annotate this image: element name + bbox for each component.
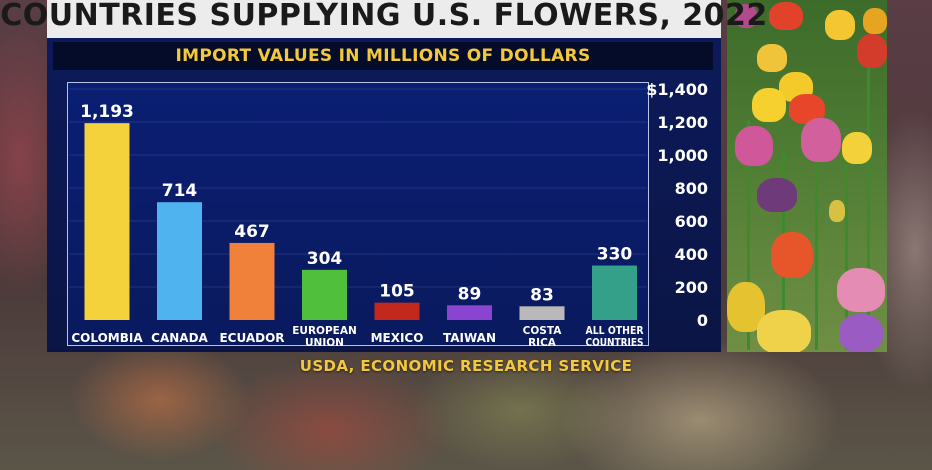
bar bbox=[447, 305, 492, 320]
bar bbox=[592, 265, 637, 320]
data-label: 714 bbox=[162, 181, 198, 201]
data-label: 89 bbox=[458, 284, 482, 304]
y-tick-label: 1,000 bbox=[657, 146, 708, 165]
data-label: 1,193 bbox=[80, 102, 134, 122]
category-label: COUNTRIES bbox=[586, 337, 644, 349]
data-label: 330 bbox=[597, 245, 633, 265]
category-label: COSTA bbox=[523, 325, 563, 337]
data-label: 83 bbox=[530, 285, 554, 305]
category-label: UNION bbox=[305, 337, 344, 349]
subtitle-bar: IMPORT VALUES IN MILLIONS OF DOLLARS bbox=[53, 42, 713, 70]
bar-chart: 0 200 400 600 800 1,000 1,200 $1,400 1,193 COLOMB… bbox=[69, 80, 708, 349]
category-label: EUROPEAN bbox=[292, 325, 357, 337]
bar bbox=[374, 302, 420, 320]
title-bar: COUNTRIES SUPPLYING U.S. FLOWERS, 2022 bbox=[0, 0, 767, 38]
category-label: ECUADOR bbox=[219, 331, 284, 345]
chart-panel: IMPORT VALUES IN MILLIONS OF DOLLARS 0 20… bbox=[47, 38, 721, 352]
y-tick-label: 600 bbox=[675, 212, 708, 231]
bar bbox=[519, 306, 565, 320]
y-tick-label: 800 bbox=[675, 179, 708, 198]
tulip-photo bbox=[727, 0, 887, 352]
y-tick-label: 0 bbox=[697, 311, 708, 330]
category-label: TAIWAN bbox=[443, 331, 496, 345]
y-tick-label: 400 bbox=[675, 245, 708, 264]
category-label: COLOMBIA bbox=[71, 331, 143, 345]
bar bbox=[157, 202, 202, 320]
data-label: 304 bbox=[307, 249, 343, 269]
bar bbox=[302, 269, 347, 320]
data-label: 105 bbox=[379, 282, 415, 302]
chart-subtitle: IMPORT VALUES IN MILLIONS OF DOLLARS bbox=[175, 46, 591, 66]
category-label: CANADA bbox=[151, 331, 208, 345]
source-credit: USDA, ECONOMIC RESEARCH SERVICE bbox=[299, 357, 633, 375]
chart-title: COUNTRIES SUPPLYING U.S. FLOWERS, 2022 bbox=[0, 0, 768, 33]
bar bbox=[84, 123, 130, 320]
category-label: MEXICO bbox=[371, 331, 424, 345]
category-label: RICA bbox=[528, 337, 557, 349]
data-label: 467 bbox=[234, 222, 270, 242]
bar bbox=[229, 242, 275, 320]
y-tick-label: $1,400 bbox=[646, 80, 708, 99]
y-tick-label: 1,200 bbox=[657, 113, 708, 132]
category-label: ALL OTHER bbox=[586, 325, 644, 337]
y-tick-label: 200 bbox=[675, 278, 708, 297]
